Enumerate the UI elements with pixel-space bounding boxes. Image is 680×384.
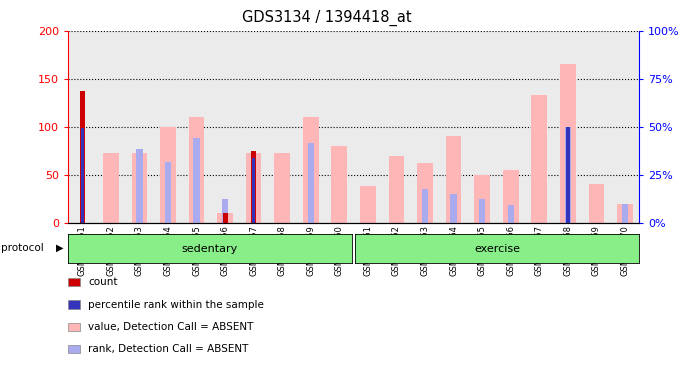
Bar xyxy=(222,213,228,223)
Text: exercise: exercise xyxy=(474,243,520,254)
Bar xyxy=(80,91,85,223)
Bar xyxy=(474,175,490,223)
Bar xyxy=(445,136,462,223)
Text: value, Detection Call = ABSENT: value, Detection Call = ABSENT xyxy=(88,322,254,332)
Bar xyxy=(560,65,576,223)
Text: count: count xyxy=(88,277,118,287)
Bar xyxy=(245,153,262,223)
Bar xyxy=(188,117,205,223)
Bar xyxy=(160,127,176,223)
Text: GDS3134 / 1394418_at: GDS3134 / 1394418_at xyxy=(241,10,411,26)
Bar xyxy=(103,153,119,223)
Bar xyxy=(622,204,628,223)
Bar xyxy=(193,138,200,223)
Bar xyxy=(503,170,519,223)
Bar xyxy=(274,153,290,223)
Text: ▶: ▶ xyxy=(56,243,63,253)
Bar xyxy=(252,159,256,223)
Text: sedentary: sedentary xyxy=(182,243,238,254)
Bar xyxy=(479,199,486,223)
Text: rank, Detection Call = ABSENT: rank, Detection Call = ABSENT xyxy=(88,344,249,354)
Bar xyxy=(80,127,84,223)
Bar xyxy=(588,184,605,223)
Text: percentile rank within the sample: percentile rank within the sample xyxy=(88,300,265,310)
Bar xyxy=(564,127,571,223)
Bar xyxy=(251,151,256,223)
Bar xyxy=(422,189,428,223)
Bar xyxy=(507,205,514,223)
Bar xyxy=(217,213,233,223)
Bar xyxy=(360,186,376,223)
Bar xyxy=(417,163,433,223)
Bar xyxy=(307,143,314,223)
Bar xyxy=(617,204,633,223)
Bar xyxy=(450,194,457,223)
Bar xyxy=(303,117,319,223)
Bar xyxy=(136,149,143,223)
Text: protocol: protocol xyxy=(1,243,44,253)
Bar xyxy=(566,127,570,223)
Bar xyxy=(165,162,171,223)
Bar xyxy=(222,199,228,223)
Bar xyxy=(388,156,405,223)
Bar xyxy=(331,146,347,223)
Bar xyxy=(131,153,148,223)
Bar xyxy=(531,95,547,223)
